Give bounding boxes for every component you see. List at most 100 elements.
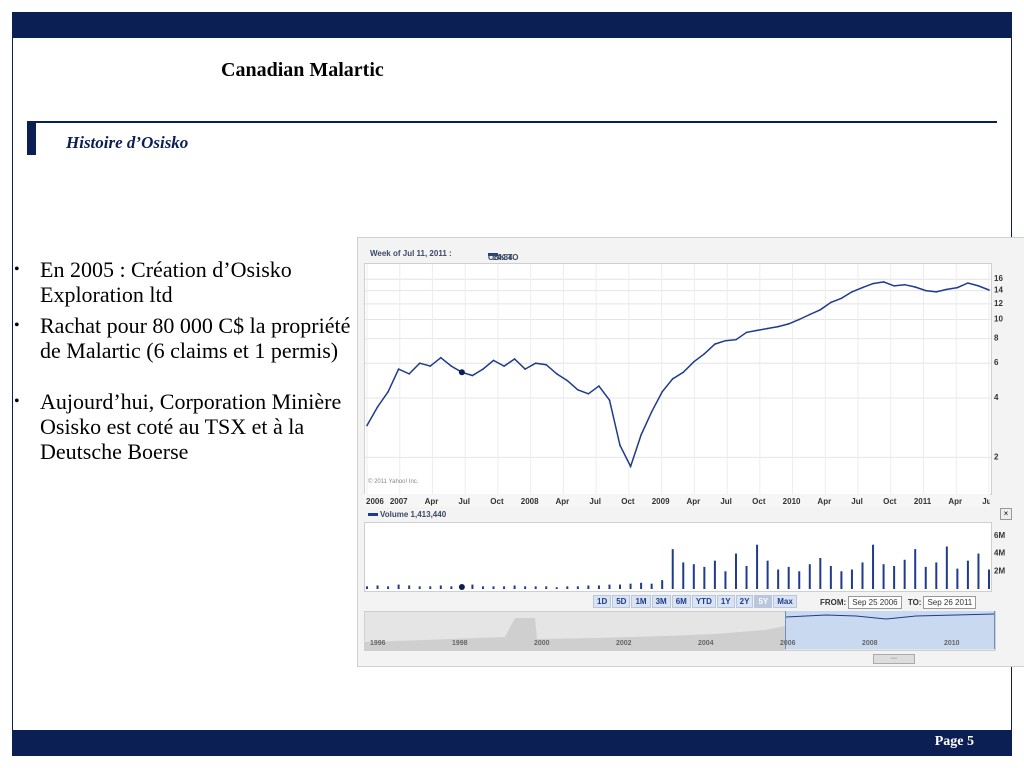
price-point <box>513 358 516 360</box>
y-tick-label: 4 <box>994 393 999 402</box>
price-point <box>650 411 653 413</box>
ticker-label: OSK.TO <box>488 253 519 262</box>
x-tick-label: 2010 <box>783 497 801 506</box>
price-point <box>777 325 779 328</box>
price-point <box>851 291 853 293</box>
bullet-item: • Aujourd’hui, Corporation Minière Osisko… <box>14 389 342 464</box>
navigator-selection-line <box>785 613 995 620</box>
navigator-selection[interactable] <box>785 611 995 649</box>
x-tick-label: 2007 <box>390 497 408 506</box>
x-tick-label: Apr <box>556 497 570 506</box>
range-button-2y[interactable]: 2Y <box>735 595 754 608</box>
range-button-ytd[interactable]: YTD <box>691 595 716 608</box>
price-point <box>808 313 811 316</box>
navigator-year-label: 2006 <box>780 640 796 647</box>
to-date-input[interactable]: Sep 26 2011 <box>923 596 977 609</box>
range-button-3m[interactable]: 3M <box>651 595 671 608</box>
price-point <box>714 343 716 345</box>
range-button-1y[interactable]: 1Y <box>716 595 735 608</box>
price-chart-svg <box>365 264 991 494</box>
navigator-area <box>365 618 786 650</box>
price-point <box>724 339 727 342</box>
price-point <box>956 286 959 289</box>
price-point <box>903 283 906 286</box>
y-tick-label: 10 <box>994 314 1003 323</box>
date-range: FROM: Sep 25 2006 TO: Sep 26 2011 <box>820 596 980 609</box>
y-tick-label: 6 <box>994 358 999 367</box>
close-volume-button[interactable]: × <box>1000 508 1012 520</box>
price-point <box>893 285 895 287</box>
price-point <box>693 361 695 363</box>
range-button-group: 1D 5D 1M 3M 6M YTD 1Y 2Y 5Y Max <box>593 595 798 608</box>
price-point <box>861 286 864 289</box>
x-tick-label: Oct <box>621 497 635 506</box>
price-point <box>555 373 558 375</box>
price-point <box>914 286 917 288</box>
price-point <box>682 371 685 374</box>
price-point <box>935 291 938 293</box>
x-tick-label: Jul <box>458 497 470 506</box>
price-point <box>439 356 442 359</box>
price-point <box>924 289 927 292</box>
x-tick-label: 2011 <box>914 497 932 506</box>
chart-header: Week of Jul 11, 2011 : OSK.TO 14.84 <box>366 245 991 263</box>
navigator-mini-chart <box>365 618 786 650</box>
volume-y-tick-label: 4M <box>994 549 1005 558</box>
range-button-5d[interactable]: 5D <box>612 595 631 608</box>
price-point <box>946 288 948 291</box>
from-date-input[interactable]: Sep 25 2006 <box>848 596 902 609</box>
navigator-year-label: 2008 <box>862 640 878 647</box>
x-tick-label: Oct <box>490 497 504 506</box>
price-point <box>745 331 748 334</box>
volume-label: Volume <box>380 510 409 519</box>
hover-marker <box>458 369 465 376</box>
slide-title: Canadian Malartic <box>221 59 384 81</box>
header-bar <box>12 12 1012 38</box>
price-point <box>545 363 548 366</box>
price-point <box>819 308 822 311</box>
x-tick-label: Jul <box>589 497 601 506</box>
price-point <box>798 318 801 321</box>
to-label: TO: <box>907 598 922 607</box>
price-point <box>376 406 379 408</box>
navigator-year-label: 2002 <box>616 640 632 647</box>
navigator-grip-handle[interactable]: ◦◦◦ <box>873 654 915 664</box>
price-point <box>988 289 990 291</box>
x-tick-label: 2009 <box>652 497 670 506</box>
price-point <box>366 424 368 427</box>
range-button-1d[interactable]: 1D <box>593 595 612 608</box>
y-tick-label: 8 <box>994 334 999 343</box>
price-point <box>566 379 569 382</box>
footer-bar <box>12 730 1012 756</box>
price-point <box>766 327 769 330</box>
price-point <box>608 399 611 401</box>
price-point <box>450 365 453 367</box>
range-button-6m[interactable]: 6M <box>671 595 691 608</box>
x-tick-label: 2006 <box>366 497 384 506</box>
volume-plot-area[interactable] <box>364 522 992 592</box>
price-point <box>577 389 579 391</box>
bullet-item: • Rachat pour 80 000 C$ la propriété de M… <box>14 313 351 363</box>
volume-chart-svg <box>366 544 990 590</box>
x-tick-label: Oct <box>752 497 766 506</box>
price-plot-area[interactable] <box>364 263 992 495</box>
range-button-5y[interactable]: 5Y <box>754 595 773 608</box>
price-point <box>387 390 389 393</box>
range-button-1m[interactable]: 1M <box>631 595 651 608</box>
navigator-year-label: 2004 <box>698 640 714 647</box>
price-point <box>629 465 632 468</box>
price-point <box>840 297 843 300</box>
slide-subtitle: Histoire d’Osisko <box>66 133 189 152</box>
price-point <box>524 368 526 370</box>
price-point <box>482 368 484 370</box>
x-tick-label: Apr <box>686 497 700 506</box>
price-point <box>703 352 706 355</box>
bullet-text: Rachat pour 80 000 C$ la propriété de Ma… <box>40 313 351 363</box>
page-number: Page 5 <box>934 734 974 749</box>
price-point <box>429 365 432 367</box>
price-point <box>471 374 474 377</box>
volume-value: 1,413,440 <box>410 510 447 519</box>
range-button-max[interactable]: Max <box>773 595 797 608</box>
volume-hover-marker <box>458 584 465 590</box>
price-point <box>492 359 495 362</box>
